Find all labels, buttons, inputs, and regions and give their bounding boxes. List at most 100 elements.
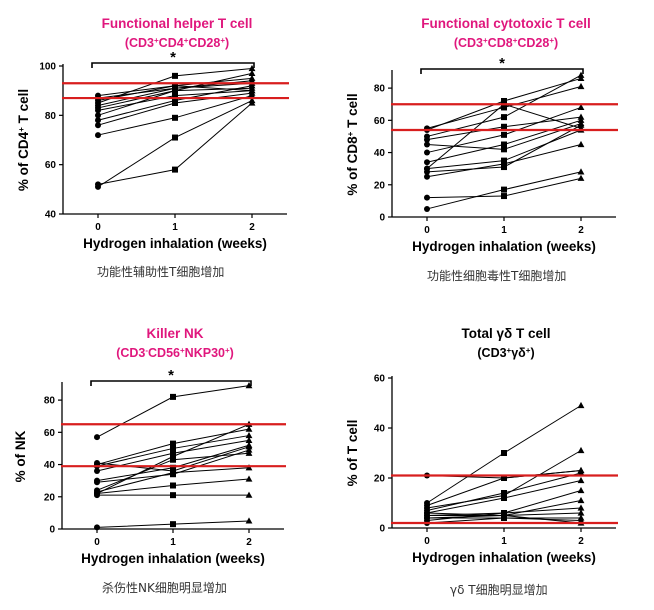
data-point-circle bbox=[424, 194, 430, 201]
data-series bbox=[95, 99, 256, 188]
data-point-triangle bbox=[245, 517, 253, 524]
y-tick-label: 20 bbox=[374, 180, 386, 191]
data-point-square bbox=[501, 141, 507, 148]
data-point-triangle bbox=[577, 496, 585, 504]
data-point-triangle bbox=[577, 516, 585, 524]
y-tick-label: 60 bbox=[44, 428, 56, 439]
data-point-square bbox=[172, 72, 178, 79]
data-point-square bbox=[170, 471, 176, 478]
x-tick-label: 2 bbox=[578, 225, 584, 236]
data-point-square bbox=[501, 515, 507, 521]
data-point-triangle bbox=[577, 82, 585, 90]
chart-panel-gamma-delta-t: Total γδ T cell (CD3+γδ+) 0 20 40 60 0 1 2 Hydrog… bbox=[327, 305, 654, 610]
data-point-square bbox=[501, 193, 507, 200]
data-point-square bbox=[501, 157, 507, 164]
y-axis-label: % of CD8+ T cell bbox=[345, 93, 360, 195]
chart-subtitle: (CD3-CD56+NKP30+) bbox=[116, 346, 234, 361]
data-point-square bbox=[170, 482, 176, 489]
chart-panel-helper-t: Functional helper T cell (CD3+CD4+CD28+) 4… bbox=[0, 0, 327, 300]
data-point-circle bbox=[424, 141, 430, 148]
y-tick-label: 20 bbox=[374, 474, 386, 485]
y-tick-label: 0 bbox=[379, 213, 385, 224]
data-point-square bbox=[170, 456, 176, 463]
data-point-triangle bbox=[577, 446, 585, 454]
x-tick-label: 1 bbox=[172, 222, 178, 233]
data-point-triangle bbox=[577, 113, 585, 120]
data-point-triangle bbox=[245, 425, 253, 432]
data-point-triangle bbox=[577, 116, 585, 123]
data-point-square bbox=[170, 445, 176, 452]
significance-star: * bbox=[170, 49, 176, 66]
data-point-square bbox=[172, 82, 178, 89]
data-point-square bbox=[501, 104, 507, 111]
chart-subtitle: (CD3+CD8+CD28+) bbox=[454, 36, 558, 51]
data-point-triangle bbox=[245, 431, 253, 439]
data-point-square bbox=[172, 134, 178, 141]
data-point-triangle bbox=[245, 449, 253, 456]
data-point-triangle bbox=[577, 486, 585, 494]
data-point-circle bbox=[94, 477, 100, 484]
x-tick-label: 1 bbox=[170, 537, 176, 548]
x-tick-label: 1 bbox=[501, 536, 507, 547]
data-point-triangle bbox=[577, 509, 585, 516]
y-tick-label: 0 bbox=[379, 524, 385, 535]
data-point-square bbox=[501, 131, 507, 138]
data-point-square bbox=[501, 146, 507, 153]
data-point-square bbox=[501, 98, 507, 104]
data-point-square bbox=[170, 492, 176, 499]
significance-star: * bbox=[499, 55, 505, 72]
x-axis-label: Hydrogen inhalation (weeks) bbox=[412, 239, 596, 254]
data-point-circle bbox=[95, 112, 101, 119]
data-series bbox=[94, 517, 253, 531]
x-tick-label: 2 bbox=[578, 536, 584, 547]
data-point-square bbox=[501, 450, 507, 456]
data-point-triangle bbox=[248, 96, 256, 104]
data-point-square bbox=[170, 521, 176, 528]
x-tick-label: 0 bbox=[95, 222, 101, 233]
data-point-circle bbox=[94, 459, 100, 466]
data-series bbox=[94, 491, 253, 499]
data-point-square bbox=[501, 123, 507, 130]
data-point-square bbox=[501, 490, 507, 496]
data-point-square bbox=[172, 114, 178, 121]
chart-caption: 功能性细胞毒性T细胞增加 bbox=[427, 269, 567, 283]
significance-bracket bbox=[91, 62, 255, 68]
chart-title: Killer NK bbox=[146, 326, 203, 341]
data-point-circle bbox=[94, 524, 100, 531]
data-point-circle bbox=[424, 173, 430, 180]
chart-subtitle: (CD3+CD4+CD28+) bbox=[125, 36, 229, 51]
x-axis-label: Hydrogen inhalation (weeks) bbox=[83, 236, 267, 251]
x-tick-label: 0 bbox=[94, 537, 100, 548]
data-point-triangle bbox=[577, 401, 585, 409]
data-point-circle bbox=[94, 468, 100, 474]
data-point-square bbox=[170, 450, 176, 457]
data-point-circle bbox=[424, 159, 430, 166]
data-point-triangle bbox=[577, 103, 585, 111]
data-point-square bbox=[172, 166, 178, 173]
y-tick-label: 80 bbox=[374, 84, 386, 95]
data-point-square bbox=[501, 186, 507, 193]
significance-bracket bbox=[420, 68, 584, 74]
data-point-circle bbox=[95, 132, 101, 139]
y-axis-label: % of NK bbox=[13, 430, 28, 482]
data-point-triangle bbox=[577, 119, 585, 127]
data-series bbox=[424, 116, 585, 166]
x-axis-label: Hydrogen inhalation (weeks) bbox=[412, 550, 596, 565]
chart-panel-killer-nk: Killer NK (CD3-CD56+NKP30+) 0 20 40 60 80 0 1 2 Hy… bbox=[0, 305, 327, 610]
y-tick-label: 100 bbox=[39, 62, 56, 73]
data-point-triangle bbox=[245, 446, 253, 453]
y-tick-label: 20 bbox=[44, 492, 56, 503]
data-point-triangle bbox=[577, 466, 585, 474]
y-tick-label: 40 bbox=[374, 424, 386, 435]
data-point-circle bbox=[94, 434, 100, 441]
data-point-triangle bbox=[245, 436, 253, 443]
data-series bbox=[424, 174, 585, 201]
x-tick-label: 0 bbox=[424, 536, 430, 547]
chart-title: Functional helper T cell bbox=[102, 16, 253, 31]
y-axis-label: % of T cell bbox=[345, 420, 360, 487]
y-tick-label: 80 bbox=[44, 396, 56, 407]
data-point-triangle bbox=[577, 140, 585, 148]
data-point-triangle bbox=[248, 87, 256, 94]
y-tick-label: 80 bbox=[45, 111, 57, 122]
data-point-triangle bbox=[577, 74, 585, 82]
